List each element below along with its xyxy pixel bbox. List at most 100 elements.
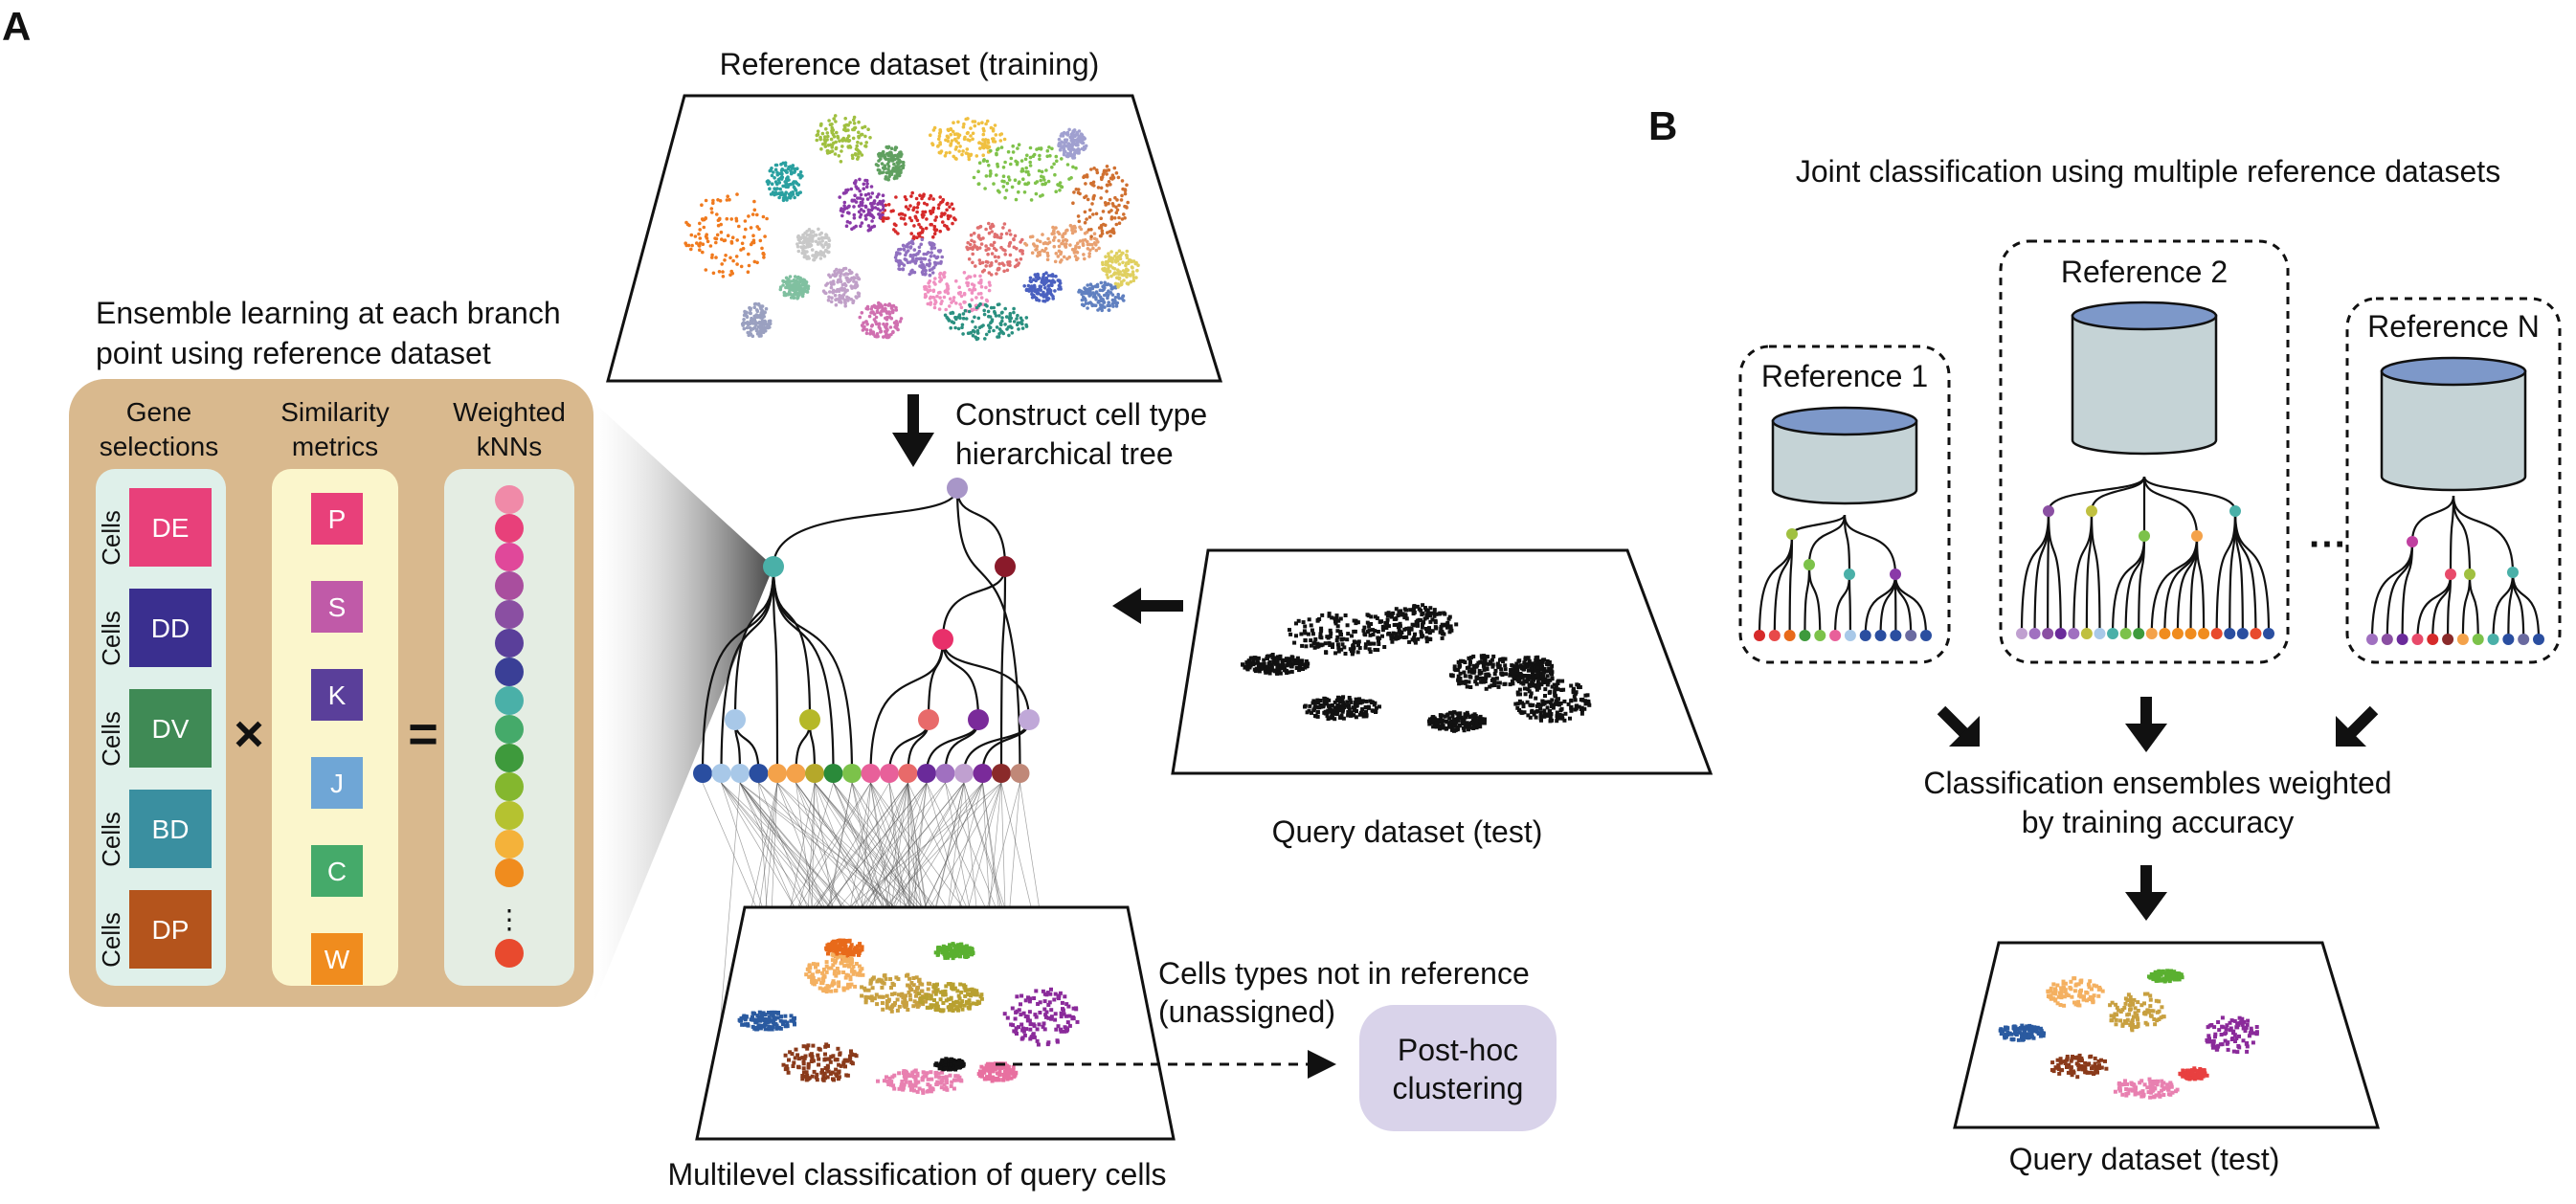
query-cell-point	[752, 1012, 757, 1016]
reference-cell-point	[796, 234, 800, 238]
reference-cell-point	[834, 302, 839, 307]
reference-cell-point	[1057, 142, 1062, 145]
query-unlabeled-point	[1560, 716, 1565, 721]
reference-cell-point	[1071, 142, 1076, 146]
reference-cell-point	[752, 259, 757, 264]
reference-cell-point	[844, 276, 848, 280]
reference-cell-point	[1033, 181, 1038, 186]
reference-cell-point	[957, 133, 962, 138]
reference-cell-point	[714, 236, 719, 241]
query-unlabeled-point	[1317, 705, 1322, 710]
reference-cell-point	[1114, 211, 1119, 214]
query-cell-point	[853, 984, 858, 989]
query-unlabeled-point	[1477, 669, 1482, 673]
query-cell-point	[895, 997, 900, 1002]
reference-cell-point	[1007, 316, 1012, 321]
query-unlabeled-point	[1545, 661, 1550, 666]
reference-cell-point	[991, 127, 996, 131]
query-unlabeled-point	[1557, 712, 1562, 717]
reference-cell-point	[1006, 260, 1010, 264]
reference-cell-point	[785, 282, 789, 286]
reference-cell-point	[988, 283, 992, 287]
reference-cell-point	[1051, 231, 1055, 235]
reference-cell-point	[758, 304, 763, 309]
query-cell-point	[841, 950, 846, 955]
query-unlabeled-point	[1275, 659, 1280, 664]
reference-cell-point	[729, 269, 733, 274]
reference-cell-point	[1081, 238, 1086, 242]
query-unlabeled-point	[1412, 604, 1417, 609]
reference-cell-point	[872, 224, 877, 229]
reference-cell-point	[961, 124, 966, 129]
reference-cell-point	[827, 119, 831, 123]
reference-cell-point	[885, 152, 889, 156]
query-cell-point	[773, 1022, 778, 1027]
query-cell-point	[1028, 1027, 1033, 1032]
reference-cell-point	[1105, 190, 1109, 193]
query-unlabeled-point	[1467, 674, 1472, 679]
reference-cell-point	[1111, 204, 1115, 208]
reference-cell-point	[816, 132, 820, 137]
query-cell-point	[861, 972, 865, 977]
query-unlabeled-point	[1467, 727, 1470, 732]
equals-operator: =	[408, 705, 438, 763]
reference-cell-point	[1120, 179, 1125, 183]
reference-cell-point	[749, 319, 753, 323]
reference-cell-point	[749, 328, 753, 332]
reference-cell-point	[889, 316, 894, 321]
query-unlabeled-point	[1375, 616, 1379, 620]
query-unlabeled-point	[1483, 717, 1487, 722]
reference-cell-point	[886, 203, 891, 207]
query-unlabeled-point	[1553, 692, 1557, 697]
reference-cell-point	[839, 271, 842, 276]
query-unlabeled-point	[1542, 708, 1547, 713]
reference-cell-point	[718, 199, 723, 203]
query-cell-point	[1060, 1000, 1064, 1005]
reference-cell-point	[1003, 160, 1007, 165]
reference-cell-point	[1114, 205, 1118, 210]
reference-cell-point	[1108, 270, 1111, 274]
reference-cell-point	[909, 218, 914, 223]
query-unlabeled-point	[1493, 668, 1498, 673]
reference-cell-point	[1116, 295, 1120, 300]
reference-cell-point	[990, 261, 994, 265]
reference-cell-point	[977, 258, 982, 262]
query-cell-point	[783, 1024, 788, 1029]
reference-cell-point	[961, 316, 966, 321]
reference-cell-point	[1008, 263, 1012, 268]
query-unlabeled-point	[1448, 624, 1453, 629]
query-unlabeled-point	[1299, 632, 1304, 636]
reference-cell-point	[833, 269, 837, 274]
reference-cell-point	[864, 217, 868, 221]
reference-cell-point	[1020, 252, 1024, 256]
reference-cell-point	[922, 192, 926, 196]
query-unlabeled-point	[1452, 664, 1457, 669]
reference-cell-point	[894, 223, 898, 228]
reference-cell-point	[877, 305, 882, 309]
reference-cell-point	[785, 183, 789, 187]
query-unlabeled-point	[1273, 656, 1278, 660]
query-unlabeled-point	[1555, 698, 1559, 702]
reference-cell-point	[1107, 301, 1110, 304]
reference-cell-point	[790, 170, 794, 175]
reference-cell-point	[1001, 331, 1006, 336]
reference-cell-point	[976, 316, 981, 321]
reference-cell-point	[863, 145, 868, 148]
reference-cell-point	[987, 280, 992, 285]
reference-cell-point	[923, 210, 928, 214]
reference-cell-point	[1074, 166, 1078, 170]
reference-cell-point	[882, 170, 885, 174]
query-unlabeled-point	[1522, 667, 1527, 671]
reference-cell-point	[1028, 234, 1033, 239]
reference-cell-point	[1049, 282, 1053, 287]
reference-cell-point	[931, 197, 935, 201]
reference-cell-point	[842, 204, 846, 208]
reference-cell-point	[957, 149, 961, 153]
reference-cell-point	[1096, 186, 1101, 190]
reference-cell-point	[871, 215, 876, 219]
reference-cell-point	[882, 335, 885, 339]
reference-cell-point	[796, 249, 801, 254]
reference-cell-point	[706, 239, 710, 244]
reference-cell-point	[1007, 229, 1012, 233]
query-unlabeled-point	[1529, 691, 1534, 696]
